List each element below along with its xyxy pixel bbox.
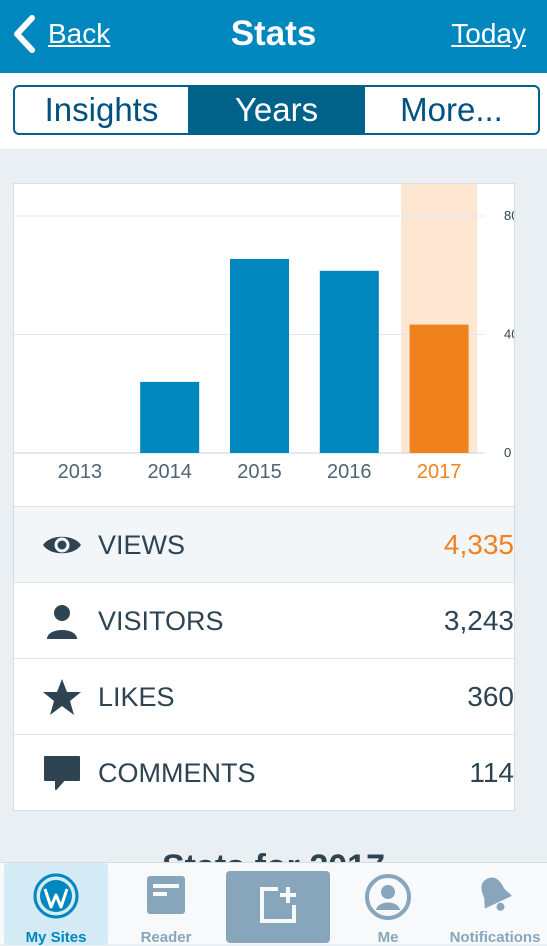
stat-value: 114: [469, 757, 514, 788]
eye-icon: [43, 536, 81, 554]
y-tick-label: 4000: [504, 327, 514, 342]
tab-me[interactable]: Me: [336, 863, 440, 946]
tab-new-post[interactable]: [226, 871, 330, 943]
back-button[interactable]: Back: [12, 14, 110, 54]
star-icon: [43, 679, 81, 715]
stat-label: VISITORS: [98, 606, 224, 636]
back-label: Back: [48, 18, 111, 49]
tab-label: Notifications: [449, 929, 541, 946]
comment-icon: [44, 756, 80, 790]
x-tick-label: 2014: [147, 461, 192, 483]
y-tick-label: 0: [504, 445, 511, 460]
stat-row-likes[interactable]: LIKES 360: [14, 658, 514, 734]
reader-icon: [147, 876, 185, 914]
stat-row-visitors[interactable]: VISITORS 3,243: [14, 582, 514, 658]
tab-label: Reader: [140, 929, 192, 946]
tab-label: Me: [377, 929, 399, 946]
stat-label: COMMENTS: [98, 758, 256, 788]
bar-2017: [409, 324, 469, 453]
period-selector-bar: Insights Years More...: [0, 73, 547, 149]
navigation-bar: Back Stats Today: [0, 0, 547, 73]
yearly-views-chart: 0 4000 8000 2013 2014 2015 2016 2017: [14, 184, 514, 483]
me-avatar-icon: [365, 874, 411, 920]
segment-more[interactable]: More...: [400, 91, 503, 128]
x-tick-label: 2016: [327, 461, 372, 483]
y-tick-label: 8000: [504, 208, 514, 223]
today-button[interactable]: Today: [451, 18, 526, 49]
tab-bar: My Sites Reader Me Notifications: [0, 862, 547, 946]
stat-label: LIKES: [98, 682, 175, 712]
bell-icon: [481, 877, 512, 911]
bar-2016: [319, 270, 379, 453]
bar-2014: [140, 381, 200, 453]
x-tick-label: 2013: [58, 461, 103, 483]
segment-years[interactable]: Years: [190, 87, 365, 133]
x-tick-label: 2015: [237, 461, 282, 483]
stats-card: 0 4000 8000 2013 2014 2015 2016 2017 VIEWS 4,33…: [13, 183, 515, 811]
person-icon: [47, 605, 77, 639]
period-segmented-control: Insights Years More...: [13, 85, 540, 135]
stat-value: 3,243: [443, 605, 514, 636]
page-title: Stats: [230, 14, 317, 53]
new-post-icon: [260, 887, 296, 923]
tab-my-sites[interactable]: My Sites: [4, 863, 108, 946]
tab-label: My Sites: [25, 929, 87, 946]
bar-2015: [230, 258, 289, 453]
tab-reader[interactable]: Reader: [114, 863, 218, 946]
x-tick-label: 2017: [417, 461, 462, 483]
wordpress-icon: [33, 873, 79, 919]
stat-label: VIEWS: [98, 530, 186, 560]
tab-notifications[interactable]: Notifications: [443, 863, 547, 946]
stat-value: 4,335: [443, 529, 514, 560]
stat-value: 360: [467, 681, 514, 712]
segment-insights[interactable]: Insights: [15, 87, 190, 133]
stat-row-views[interactable]: VIEWS 4,335: [14, 506, 514, 582]
chevron-left-icon: [14, 15, 35, 53]
stat-row-comments[interactable]: COMMENTS 114: [14, 734, 514, 810]
